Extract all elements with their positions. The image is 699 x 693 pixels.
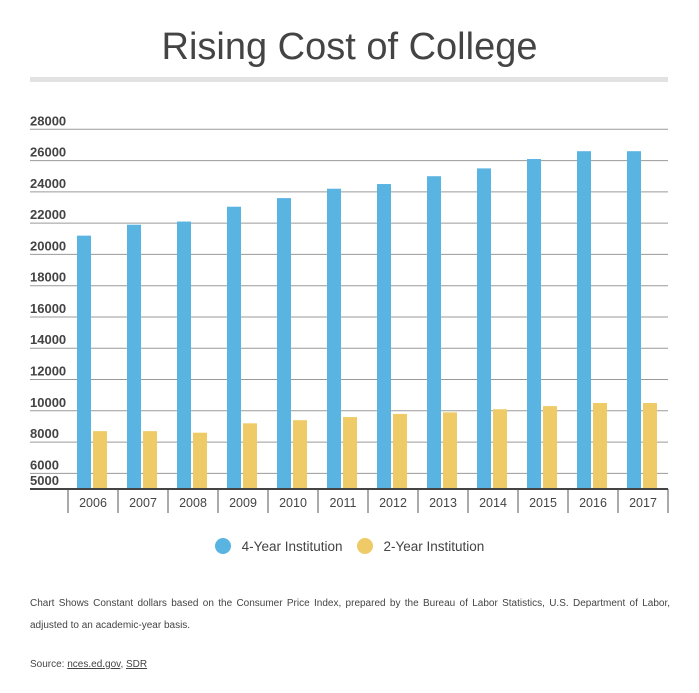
legend: 4-Year Institution 2-Year Institution bbox=[0, 538, 699, 554]
y-tick-label: 20000 bbox=[30, 238, 66, 253]
bar-4-year-2015 bbox=[527, 159, 541, 489]
x-tick-label: 2008 bbox=[179, 496, 207, 510]
bar-2-year-2010 bbox=[293, 420, 307, 489]
bar-4-year-2008 bbox=[177, 221, 191, 490]
legend-swatch-4-year bbox=[214, 538, 231, 554]
bar-4-year-2010 bbox=[277, 198, 291, 489]
bar-2-year-2014 bbox=[493, 409, 507, 489]
legend-label: 4-Year Institution bbox=[241, 538, 343, 554]
chart-title: Rising Cost of College bbox=[161, 26, 538, 68]
source-separator: , bbox=[120, 659, 126, 670]
source-line: Source: nces.ed.gov, SDR bbox=[30, 659, 147, 670]
bar-4-year-2013 bbox=[427, 176, 441, 489]
x-tick-label: 2009 bbox=[229, 496, 257, 510]
legend-item-4-year[interactable]: 4-Year Institution bbox=[214, 538, 343, 554]
x-tick-label: 2010 bbox=[279, 496, 307, 510]
x-tick-label: 2012 bbox=[379, 496, 407, 510]
bar-4-year-2006 bbox=[77, 235, 91, 489]
y-tick-label: 28000 bbox=[30, 113, 66, 128]
x-tick-label: 2011 bbox=[330, 496, 357, 510]
source-link-nces[interactable]: nces.ed.gov bbox=[67, 659, 121, 670]
bar-2-year-2012 bbox=[393, 413, 407, 489]
y-tick-label: 12000 bbox=[30, 364, 66, 379]
bar-4-year-2011 bbox=[327, 188, 341, 489]
legend-item-2-year[interactable]: 2-Year Institution bbox=[356, 538, 485, 554]
x-tick-label: 2017 bbox=[629, 496, 657, 510]
x-tick-label: 2016 bbox=[579, 496, 607, 510]
bar-4-year-2016 bbox=[577, 151, 591, 490]
y-tick-label: 22000 bbox=[30, 207, 66, 222]
y-tick-label: 8000 bbox=[30, 426, 59, 441]
y-tick-label: 16000 bbox=[30, 301, 66, 316]
legend-label: 2-Year Institution bbox=[383, 538, 485, 554]
bar-2-year-2007 bbox=[143, 431, 157, 489]
x-tick-label: 2007 bbox=[129, 496, 157, 510]
y-tick-label: 18000 bbox=[30, 270, 66, 285]
source-label: Source: bbox=[30, 659, 65, 670]
y-tick-label: 14000 bbox=[30, 332, 66, 347]
bar-2-year-2008 bbox=[193, 432, 207, 489]
x-tick-label: 2006 bbox=[79, 496, 107, 510]
bar-2-year-2009 bbox=[243, 423, 257, 489]
y-tick-label: 5000 bbox=[30, 473, 59, 488]
legend-swatch-2-year bbox=[356, 538, 373, 554]
bar-4-year-2012 bbox=[377, 184, 391, 489]
bar-2-year-2013 bbox=[443, 412, 457, 489]
bar-4-year-2014 bbox=[477, 168, 491, 489]
x-tick-label: 2015 bbox=[529, 496, 557, 510]
bar-2-year-2015 bbox=[543, 406, 557, 489]
bar-2-year-2011 bbox=[343, 417, 357, 489]
y-tick-label: 10000 bbox=[30, 395, 66, 410]
chart-note: Chart Shows Constant dollars based on th… bbox=[30, 598, 670, 631]
y-tick-label: 24000 bbox=[30, 176, 66, 191]
bar-2-year-2016 bbox=[593, 402, 607, 489]
bar-4-year-2007 bbox=[127, 224, 141, 489]
x-tick-label: 2014 bbox=[479, 496, 507, 510]
title-divider bbox=[30, 77, 668, 82]
bar-4-year-2009 bbox=[227, 206, 241, 490]
x-tick-label: 2013 bbox=[429, 496, 457, 510]
y-tick-label: 26000 bbox=[30, 145, 66, 160]
source-link-sdr[interactable]: SDR bbox=[126, 659, 148, 670]
bar-2-year-2017 bbox=[643, 402, 657, 489]
y-tick-label: 6000 bbox=[30, 457, 59, 472]
bar-4-year-2017 bbox=[627, 151, 641, 490]
bar-2-year-2006 bbox=[93, 431, 107, 489]
